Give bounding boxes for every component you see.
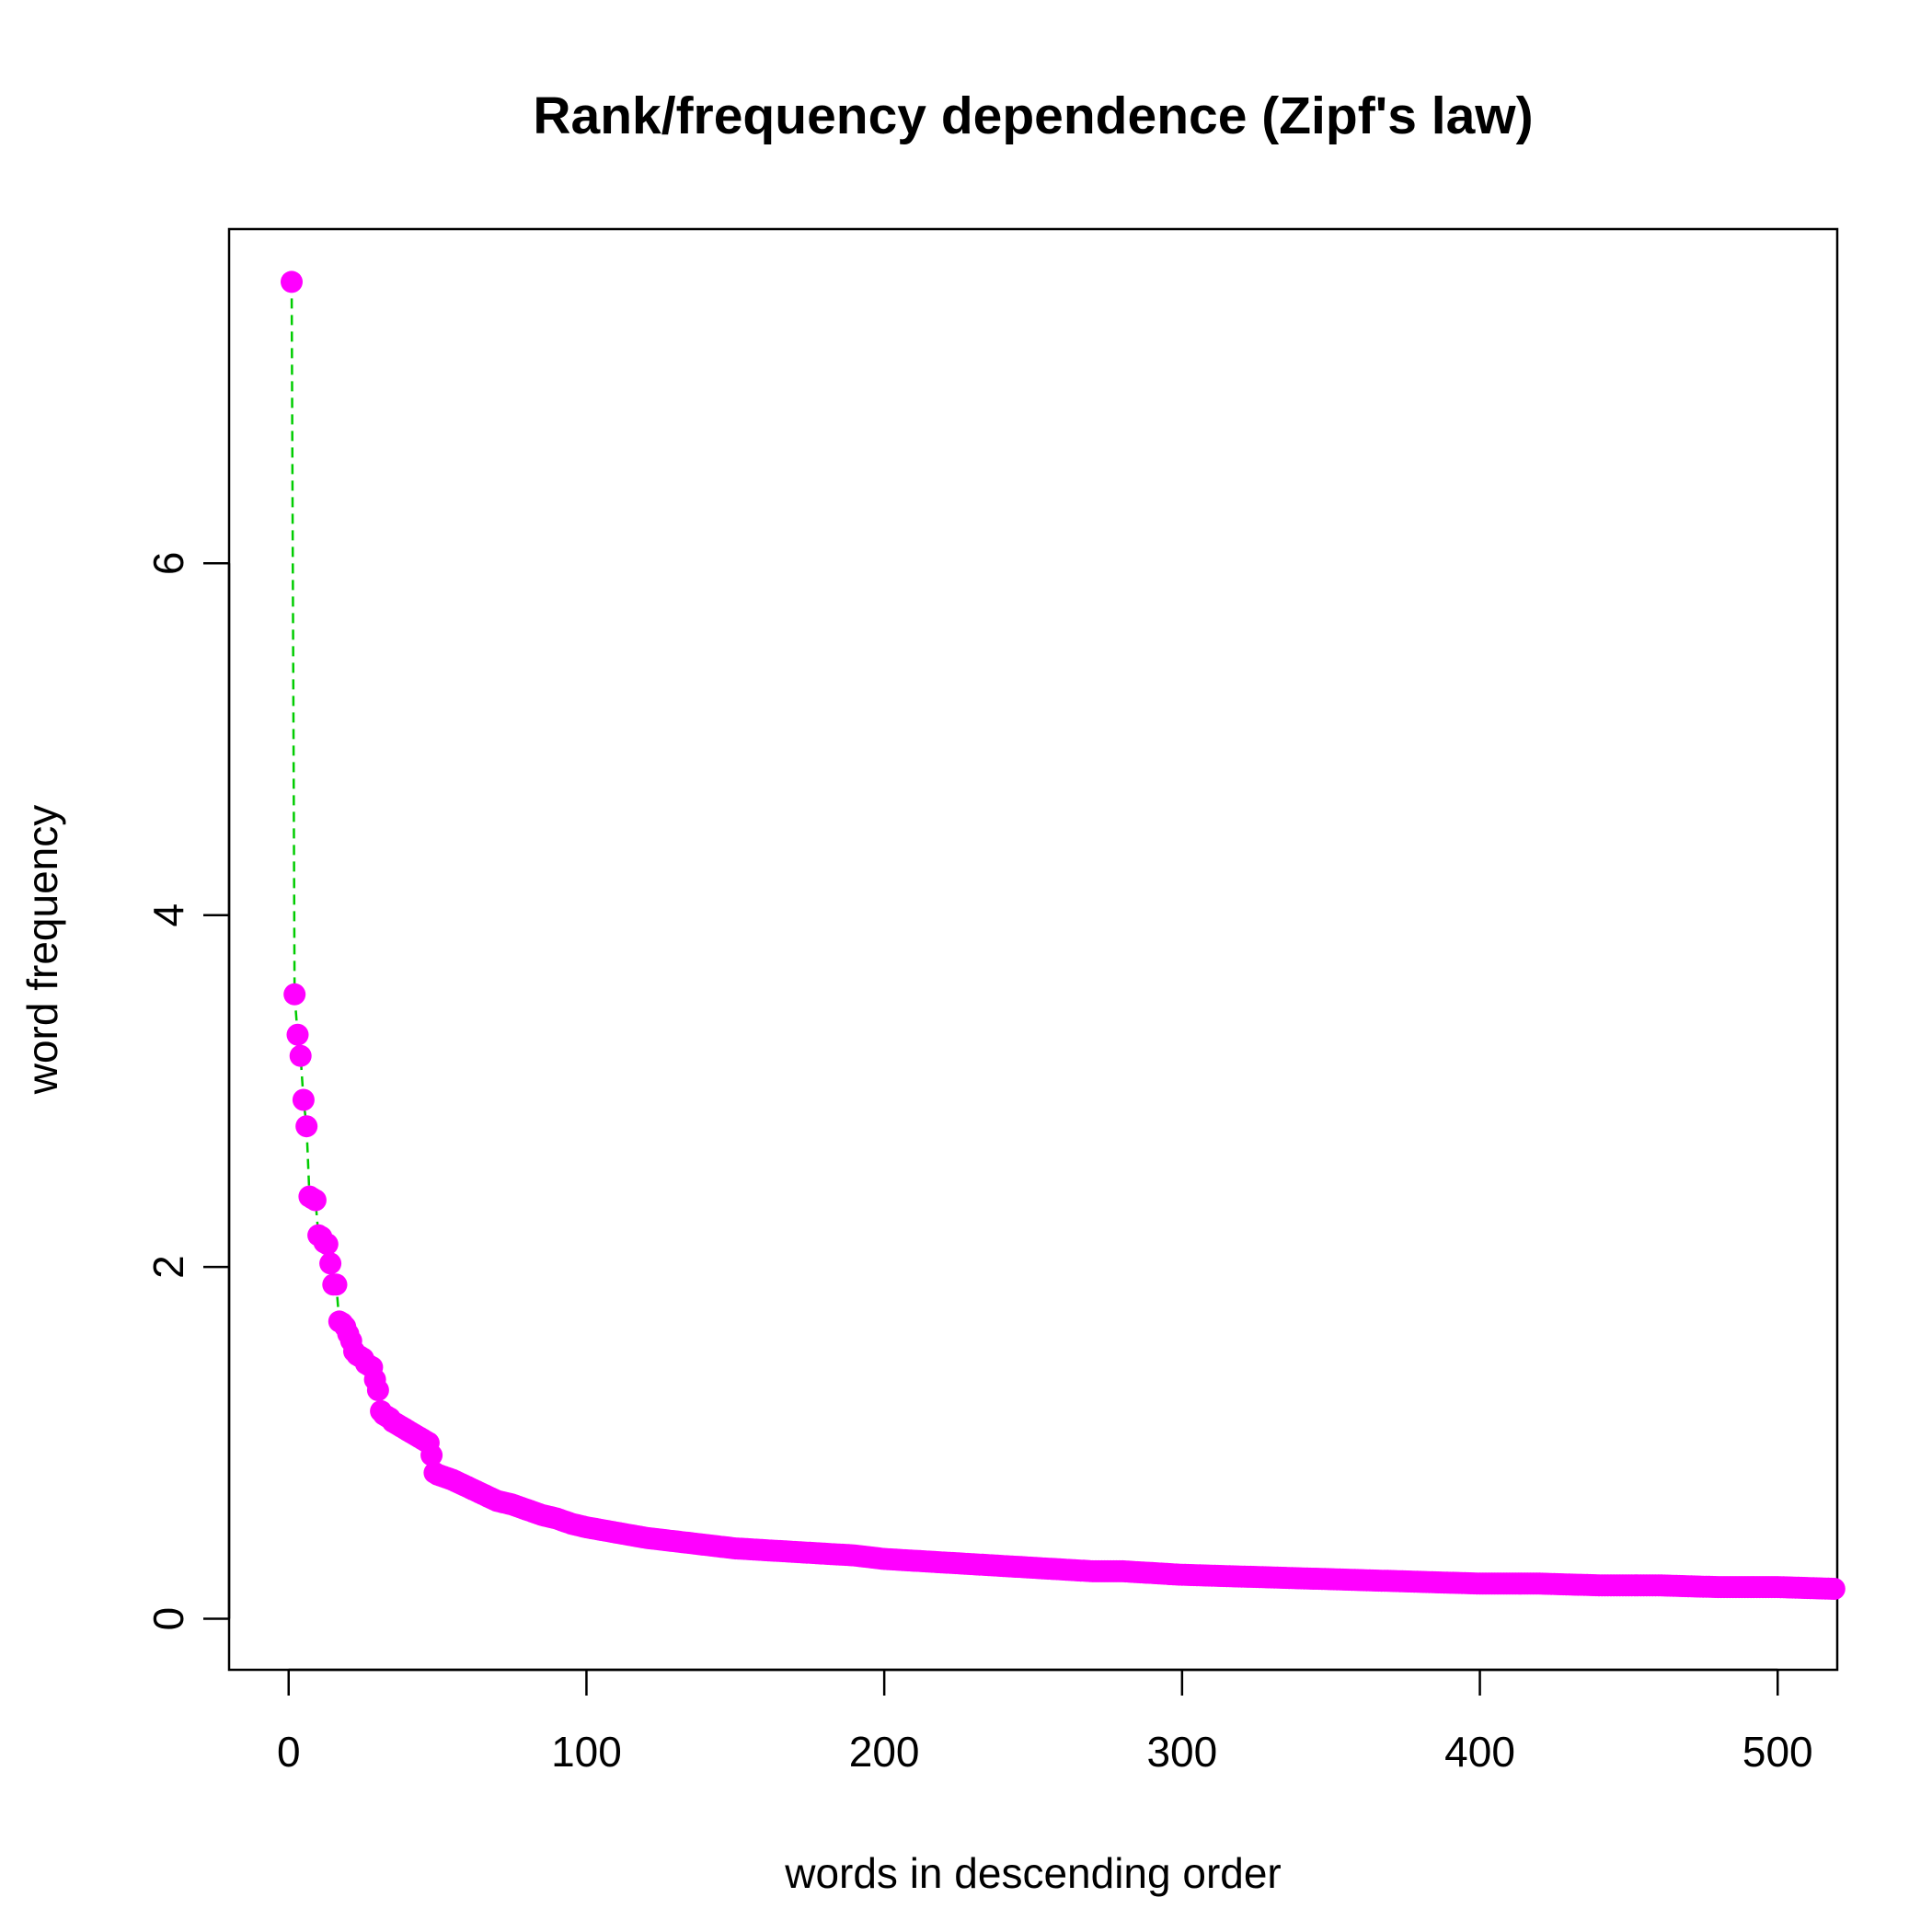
x-tick-label: 100	[551, 1728, 622, 1776]
data-point	[304, 1189, 327, 1212]
x-tick-label: 500	[1742, 1728, 1813, 1776]
series-points-group	[281, 270, 1846, 1600]
data-point	[281, 270, 303, 293]
data-point	[319, 1252, 342, 1275]
x-axis-label: words in descending order	[784, 1849, 1282, 1897]
data-point	[366, 1379, 389, 1401]
data-point	[295, 1115, 318, 1138]
data-point	[325, 1273, 348, 1296]
y-tick-label: 2	[144, 1255, 192, 1279]
data-point	[1823, 1578, 1846, 1600]
y-tick-label: 0	[144, 1607, 192, 1631]
data-point	[420, 1443, 443, 1466]
x-axis: 0 100 200 300 400 500	[277, 1668, 1813, 1776]
y-axis: 0 2 4 6	[144, 551, 231, 1631]
data-point	[289, 1044, 312, 1067]
data-point	[283, 983, 306, 1006]
y-tick-label: 4	[144, 903, 192, 927]
x-tick-label: 300	[1146, 1728, 1217, 1776]
x-tick-label: 400	[1444, 1728, 1515, 1776]
y-axis-label: word frequency	[18, 805, 66, 1096]
x-tick-label: 200	[849, 1728, 920, 1776]
data-point	[286, 1023, 309, 1046]
chart-title: Rank/frequency dependence (Zipf's law)	[533, 86, 1533, 145]
x-tick-label: 0	[277, 1728, 301, 1776]
data-point	[316, 1233, 339, 1256]
y-tick-label: 6	[144, 551, 192, 575]
data-point	[292, 1088, 315, 1111]
